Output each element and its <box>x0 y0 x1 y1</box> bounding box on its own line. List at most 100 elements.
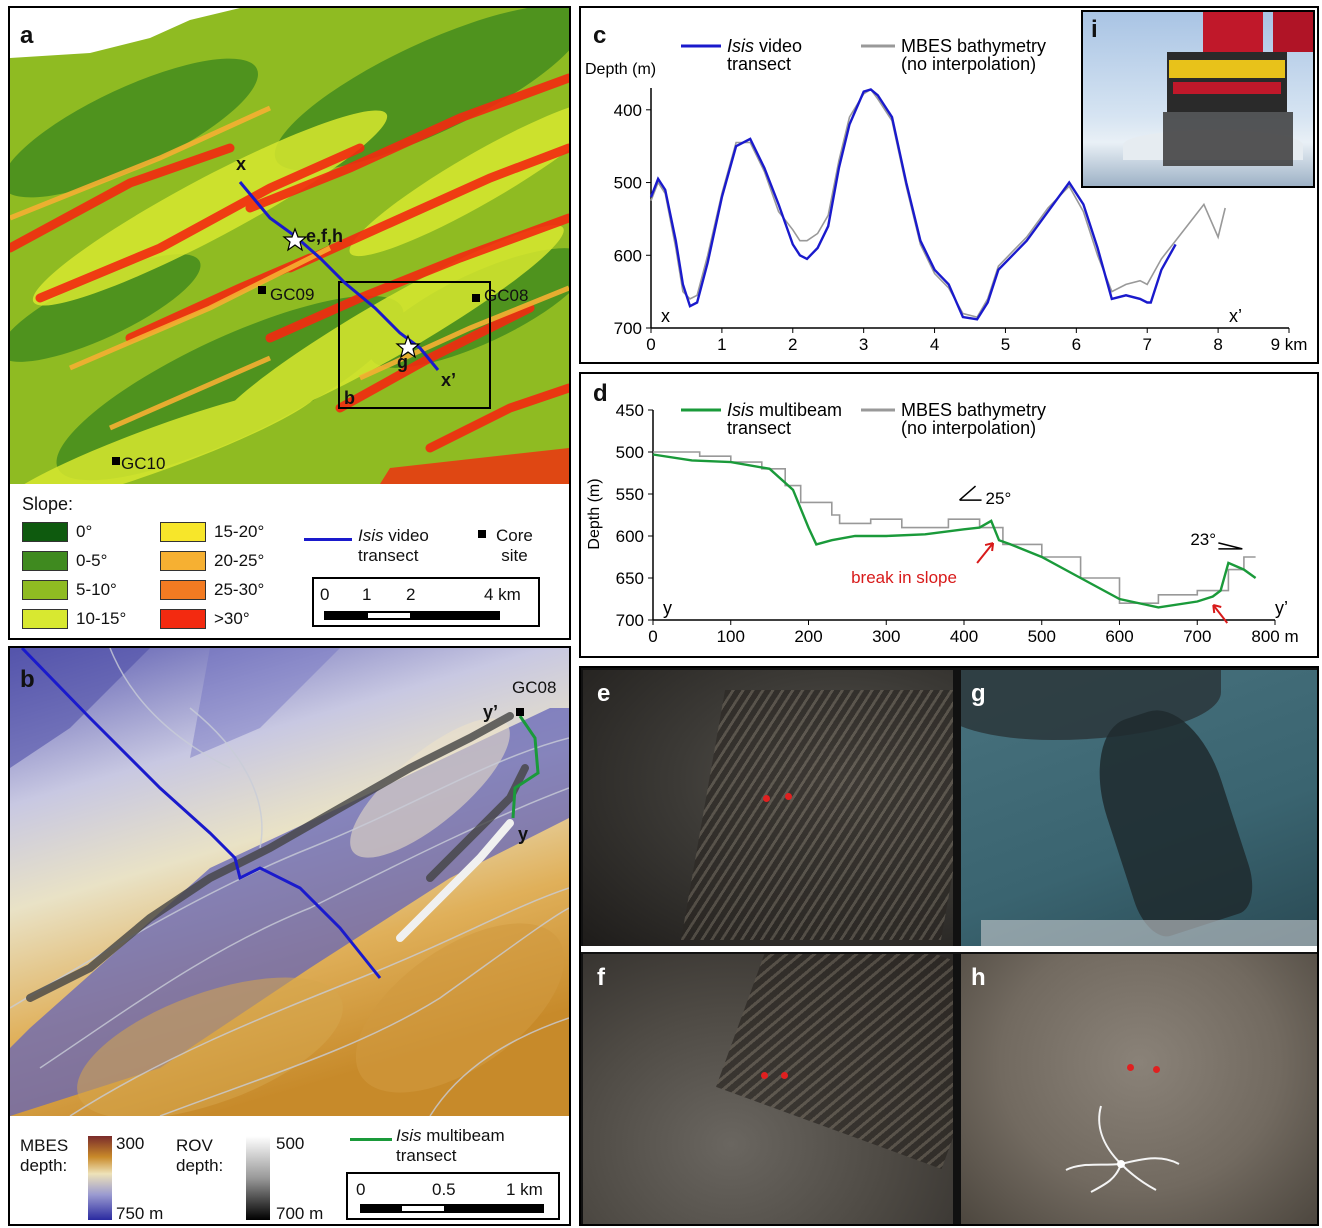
brittle-star-icon <box>1065 1105 1180 1193</box>
y-tick-label: 400 <box>614 101 642 120</box>
rov-depth-colorbar <box>246 1136 270 1220</box>
scale-b-0: 0 <box>356 1180 366 1199</box>
y-tick-label: 600 <box>616 527 644 546</box>
core-legend-line1: Core <box>496 526 533 545</box>
y-tick-label: 550 <box>616 485 644 504</box>
map-label-x: x <box>236 154 247 174</box>
rov-legend-line2: depth: <box>176 1156 224 1175</box>
slope-angle-label-2: 23° <box>1190 530 1216 549</box>
x-tick-label: 7 <box>1142 335 1151 354</box>
map-label-efh: e,f,h <box>306 226 344 246</box>
panel-b: b GC08 y’ y MBES depth: 300 750 m ROV de… <box>8 646 571 1226</box>
isis-transect-line <box>652 453 1257 609</box>
scale-b-1: 0.5 <box>432 1180 456 1199</box>
panel-label-b: b <box>20 666 35 693</box>
scale-a-1: 1 <box>362 585 372 604</box>
core-label-gc10: GC10 <box>121 454 166 473</box>
slope-swatch-label-1: 0-5° <box>76 551 108 570</box>
panel-label-g: g <box>971 680 986 707</box>
scale-bar-b: 0 0.5 1 km <box>346 1172 560 1220</box>
profile-end-label: x’ <box>1229 306 1242 326</box>
map-label-yprime: y’ <box>483 702 499 722</box>
panel-label-e: e <box>597 680 611 707</box>
mbes-legend-line1: MBES <box>20 1136 69 1155</box>
site-star-g <box>395 334 421 359</box>
x-tick-label: 100 <box>717 627 745 646</box>
transect-legend-line <box>304 538 352 541</box>
seafloor-photos: e g f h <box>579 666 1319 1226</box>
x-tick-label: 700 <box>1183 627 1211 646</box>
core-square-gc08 <box>472 294 480 302</box>
multibeam-legend-line2: transect <box>396 1146 457 1165</box>
core-square-gc08-b <box>516 708 524 716</box>
legend-isis-label: Isis video <box>727 36 802 56</box>
core-label-gc08: GC08 <box>484 286 529 305</box>
slope-swatch-1 <box>22 551 68 571</box>
panel-label-a: a <box>20 22 34 49</box>
legend-isis-label-line2: transect <box>727 418 791 438</box>
rov-legend-line1: ROV <box>176 1136 213 1155</box>
panel-label-f: f <box>597 964 605 991</box>
x-tick-label: 600 <box>1105 627 1133 646</box>
core-legend-label: Core site <box>496 526 533 566</box>
core-square-gc10 <box>112 457 120 465</box>
core-legend-square <box>478 530 486 538</box>
multibeam-legend-line <box>350 1138 392 1141</box>
rov-colorbar-top: 500 <box>276 1134 305 1153</box>
slope-swatch-label-3: 10-15° <box>76 609 127 628</box>
photo-divider <box>581 946 1317 952</box>
isis-video-transect-line <box>238 181 440 371</box>
scale-a-2: 2 <box>406 585 416 604</box>
x-tick-label: 0 <box>648 627 657 646</box>
x-tick-label: 500 <box>1028 627 1056 646</box>
x-tick-label: 1 <box>717 335 726 354</box>
slope-swatch-label-2: 5-10° <box>76 580 117 599</box>
slope-swatch-4 <box>160 522 206 542</box>
x-tick-label: 400 <box>950 627 978 646</box>
slope-angle-label-1: 25° <box>986 489 1012 508</box>
x-tick-label: 6 <box>1072 335 1081 354</box>
scale-b-2: 1 km <box>506 1180 543 1199</box>
rov-colorbar-bottom: 700 m <box>276 1204 324 1223</box>
legend-mbes-label: MBES bathymetry <box>901 36 1046 56</box>
x-tick-label: 200 <box>794 627 822 646</box>
isis-video-transect-line-b <box>20 648 382 979</box>
legend-isis-label-line2: transect <box>727 54 791 74</box>
multibeam-legend-label: Isis multibeam transect <box>396 1126 505 1166</box>
x-tick-label: 0 <box>646 335 655 354</box>
core-label-gc09: GC09 <box>270 285 315 304</box>
multibeam-legend-italic: Isis <box>396 1126 422 1145</box>
x-tick-label: 3 <box>859 335 868 354</box>
break-arrowhead-2 <box>1212 604 1222 614</box>
site-star-efh <box>282 227 308 252</box>
panel-d: 0 100 200 300 400 500 600 700 800 m 450 500 550 600 6… <box>579 372 1319 658</box>
isis-multibeam-transect-line <box>511 715 540 819</box>
slope-map <box>10 8 569 484</box>
slope-swatch-label-0: 0° <box>76 522 93 541</box>
bathymetry-map <box>10 648 569 1116</box>
map-label-b: b <box>344 388 355 408</box>
transect-legend-line2: transect <box>358 546 419 565</box>
panel-label-c: c <box>593 22 607 49</box>
transect-legend-label: Isis video transect <box>358 526 429 566</box>
mbes-bathymetry-line <box>653 451 1256 604</box>
mbes-legend-line2: depth: <box>20 1156 68 1175</box>
photo-h: h <box>961 954 1317 1224</box>
slope-swatch-label-5: 20-25° <box>214 551 265 570</box>
x-tick-label: 5 <box>1001 335 1010 354</box>
slope-swatch-7 <box>160 609 206 629</box>
slope-swatch-label-6: 25-30° <box>214 580 265 599</box>
panel-label-d: d <box>593 380 608 407</box>
x-tick-label: 300 <box>872 627 900 646</box>
x-tick-label: 800 m <box>1251 627 1298 646</box>
slope-angle-icon <box>1218 542 1243 550</box>
rov-depth-legend-label: ROV depth: <box>176 1136 223 1176</box>
legend-isis-label: Isis multibeam <box>727 400 842 420</box>
isis-transect-line <box>649 88 1177 321</box>
y-tick-label: 500 <box>616 443 644 462</box>
slope-swatch-6 <box>160 580 206 600</box>
panel-label-h: h <box>971 964 986 991</box>
slope-swatch-2 <box>22 580 68 600</box>
y-tick-label: 700 <box>616 611 644 630</box>
photo-f: f <box>583 954 953 1224</box>
